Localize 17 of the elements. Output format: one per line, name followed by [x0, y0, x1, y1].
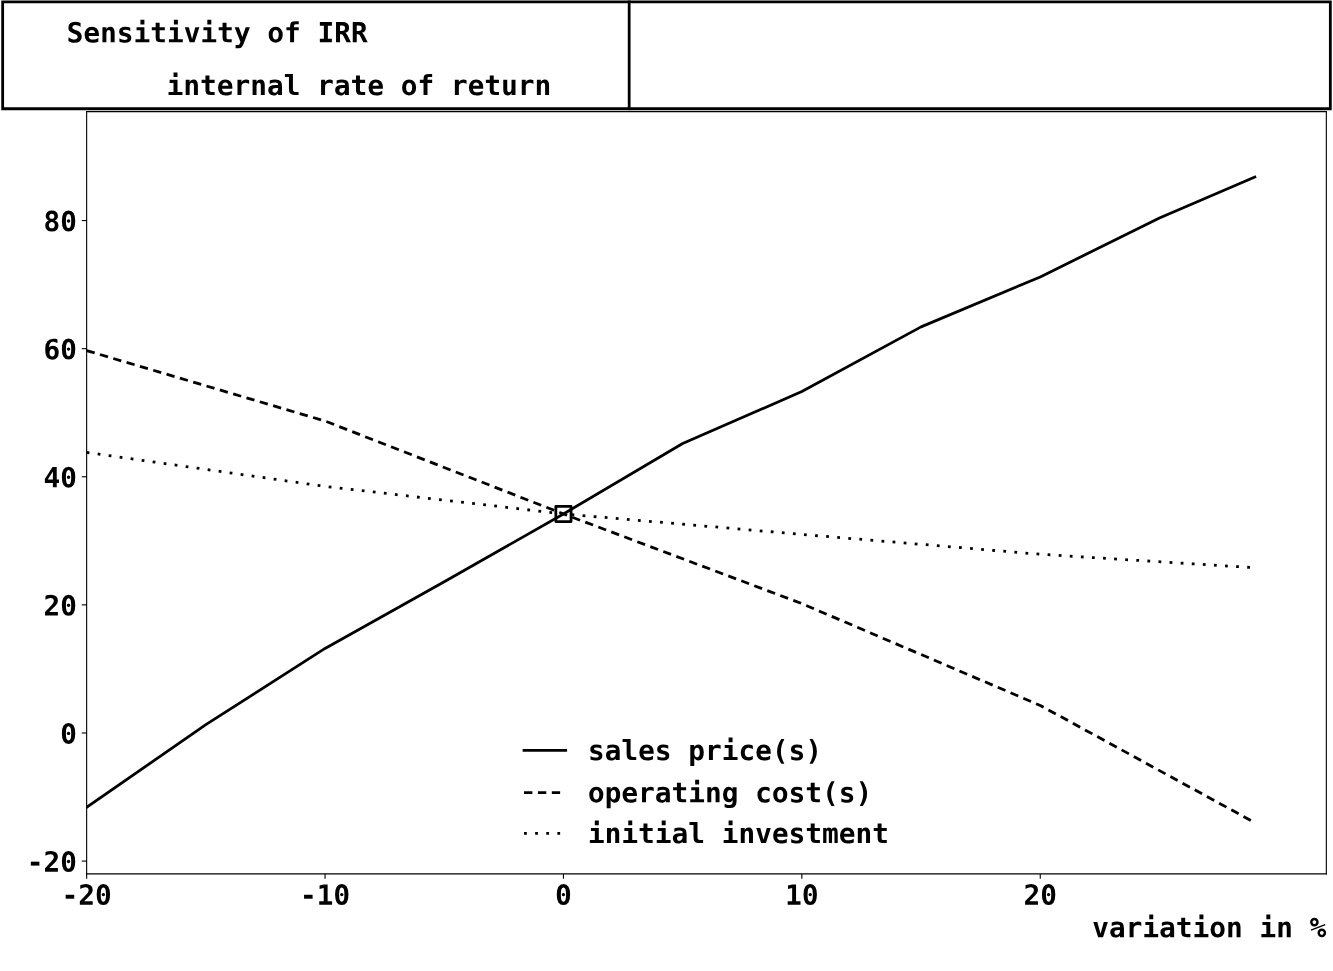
legend-label: operating cost(s) — [589, 779, 868, 809]
y-tick-label: 80 — [45, 210, 76, 232]
chart-subtitle: internal rate of return — [168, 72, 550, 96]
x-tick-label: 20 — [1025, 884, 1056, 906]
y-tick-label: 60 — [45, 338, 76, 360]
y-tick-label: 0 — [61, 722, 76, 744]
legend-label: sales price(s) — [590, 737, 817, 766]
x-tick-label: 10 — [787, 884, 817, 906]
legend-label: initial investment — [589, 820, 887, 844]
y-tick-label: 20 — [45, 594, 76, 616]
x-tick-label: -10 — [304, 884, 349, 906]
x-tick-label: 0 — [556, 884, 571, 906]
x-tick-label: -20 — [65, 884, 111, 906]
x-axis-title: variation in % — [1093, 914, 1327, 938]
y-tick-label: 40 — [44, 466, 76, 488]
chart-title: Sensitivity of IRR — [68, 19, 368, 49]
y-tick-label: -20 — [30, 851, 76, 873]
